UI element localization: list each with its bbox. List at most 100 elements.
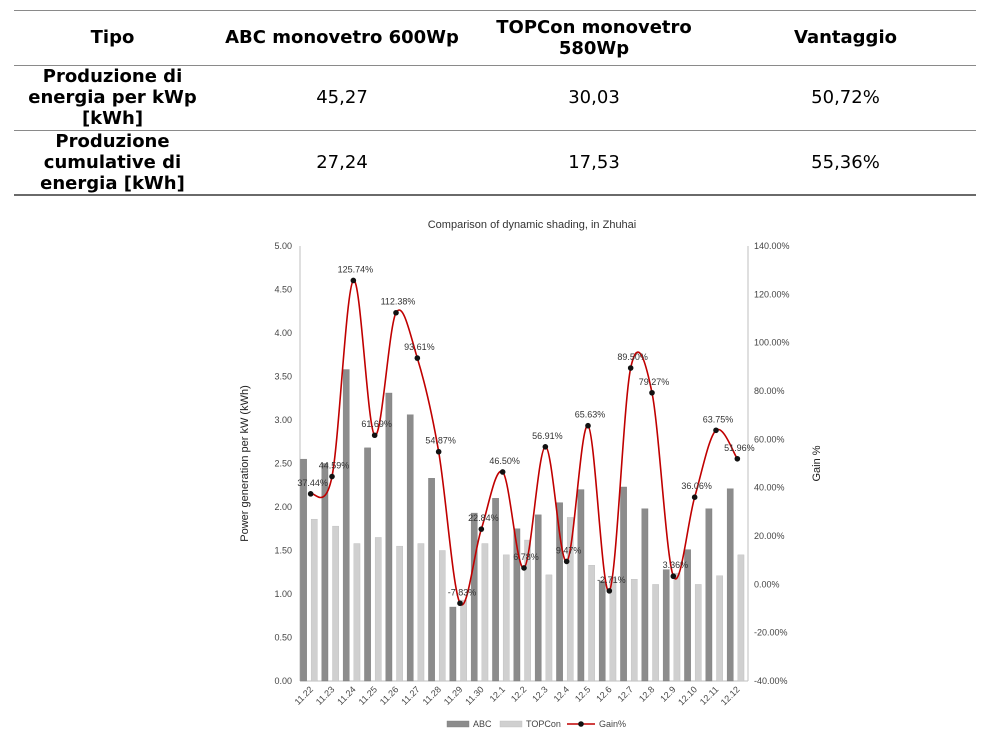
y2-tick-label: 120.00% [754,289,790,299]
bar-topcon [694,584,702,682]
bar-abc [534,514,542,682]
x-tick-label: 11.29 [442,684,465,707]
gain-data-label: 9.47% [556,545,582,555]
bar-abc [449,606,457,682]
gain-data-label: 61.69% [361,419,392,429]
gain-point [371,432,378,439]
y-tick-label: 3.50 [274,372,292,382]
x-tick-label: 11.30 [463,684,486,707]
y2-tick-label: -40.00% [754,676,788,686]
gain-point [691,494,698,500]
chart-title: Comparison of dynamic shading, in Zhuhai [428,219,637,231]
x-tick-label: 12.9 [658,684,677,703]
gain-data-label: 63.75% [703,414,734,424]
y2-axis-label: Gain % [811,445,823,481]
bar-topcon [524,539,531,682]
row-label: Produzione cumulative di energia [kWh] [40,130,185,195]
gain-data-label: 51.96% [724,443,755,453]
bar-abc [684,549,691,682]
x-tick-label: 11.28 [421,684,444,707]
bar-abc [470,512,478,682]
gain-data-label: 37.44% [297,478,328,488]
gain-point [478,526,485,532]
gain-data-label: 89.50% [617,352,648,362]
x-tick-label: 11.25 [357,684,380,707]
x-tick-label: 11.26 [378,684,401,707]
bar-abc [428,478,435,682]
x-tick-label: 12.1 [488,684,507,703]
bar-abc [300,458,307,682]
y2-tick-label: 60.00% [754,434,785,444]
header-vantaggio: Vantaggio [794,27,897,49]
bar-topcon [417,543,425,682]
legend-swatch-topcon [499,720,523,728]
bar-abc [641,508,649,682]
y-tick-label: 2.50 [274,459,292,469]
bar-topcon [481,543,489,682]
y-tick-label: 2.00 [274,502,292,512]
bar-topcon [396,545,403,682]
bar-topcon [374,537,382,682]
cell-abc: 27,24 [316,151,368,173]
cell-abc: 45,27 [316,87,368,109]
gain-data-label: 46.50% [489,456,520,466]
y-tick-label: 1.50 [274,546,292,556]
bar-abc [364,447,371,682]
bar-abc [662,569,670,682]
gain-data-label: 125.74% [338,264,374,274]
legend-swatch-abc [446,720,470,728]
y2-tick-label: -20.00% [754,628,788,638]
x-tick-label: 11.22 [293,684,316,707]
gain-point [585,422,591,429]
legend-label-gain: Gain% [599,719,626,729]
y-tick-label: 0.00 [274,676,292,686]
gain-point [329,473,335,480]
y2-tick-label: 80.00% [754,386,785,396]
legend-label-topcon: TOPCon [526,719,561,729]
bar-topcon [630,579,638,682]
y2-tick-label: 0.00% [754,579,780,589]
y-tick-label: 4.00 [274,328,292,338]
y-tick-label: 3.00 [274,415,292,425]
y-tick-label: 4.50 [274,285,292,295]
gain-point [307,491,314,497]
gain-data-label: 56.91% [532,431,563,441]
gain-data-label: -2.71% [597,575,626,585]
y2-tick-label: 40.00% [754,483,785,493]
legend-label-abc: ABC [473,719,492,729]
bar-topcon [716,575,723,682]
gain-point [649,389,655,396]
gain-data-label: 22.84% [468,513,499,523]
gain-data-label: 79.27% [639,377,670,387]
gain-point [734,455,741,462]
gain-point [606,588,613,594]
gain-point [435,448,442,455]
gain-data-label: 112.38% [381,297,416,307]
gain-point [521,565,527,571]
row-label: Produzione di energia per kWp [kWh] [28,66,197,130]
y2-tick-label: 20.00% [754,531,785,541]
gain-point [563,558,570,565]
y-axis-label: Power generation per kW (kWh) [239,385,251,542]
bar-topcon [310,518,318,682]
bar-abc [598,580,606,682]
cell-vantaggio: 50,72% [811,87,880,109]
header-topcon: TOPCon monovetro 580Wp [496,16,692,59]
header-tipo: Tipo [90,27,135,49]
gain-point [713,427,719,434]
x-tick-label: 11.24 [335,684,358,707]
bar-topcon [438,550,446,682]
bar-abc [385,392,393,682]
legend-swatch-gain-point [578,721,584,727]
table-header-row: Tipo ABC monovetro 600Wp TOPCon monovetr… [14,10,976,66]
bar-abc [577,489,585,682]
header-abc: ABC monovetro 600Wp [225,27,459,49]
x-tick-label: 12.5 [573,684,592,703]
gain-point [542,444,549,450]
x-tick-label: 12.11 [698,684,721,707]
gain-data-label: -7.83% [448,587,477,597]
x-tick-label: 12.10 [676,684,699,707]
y2-tick-label: 100.00% [754,338,790,348]
x-tick-label: 12.2 [509,684,528,703]
